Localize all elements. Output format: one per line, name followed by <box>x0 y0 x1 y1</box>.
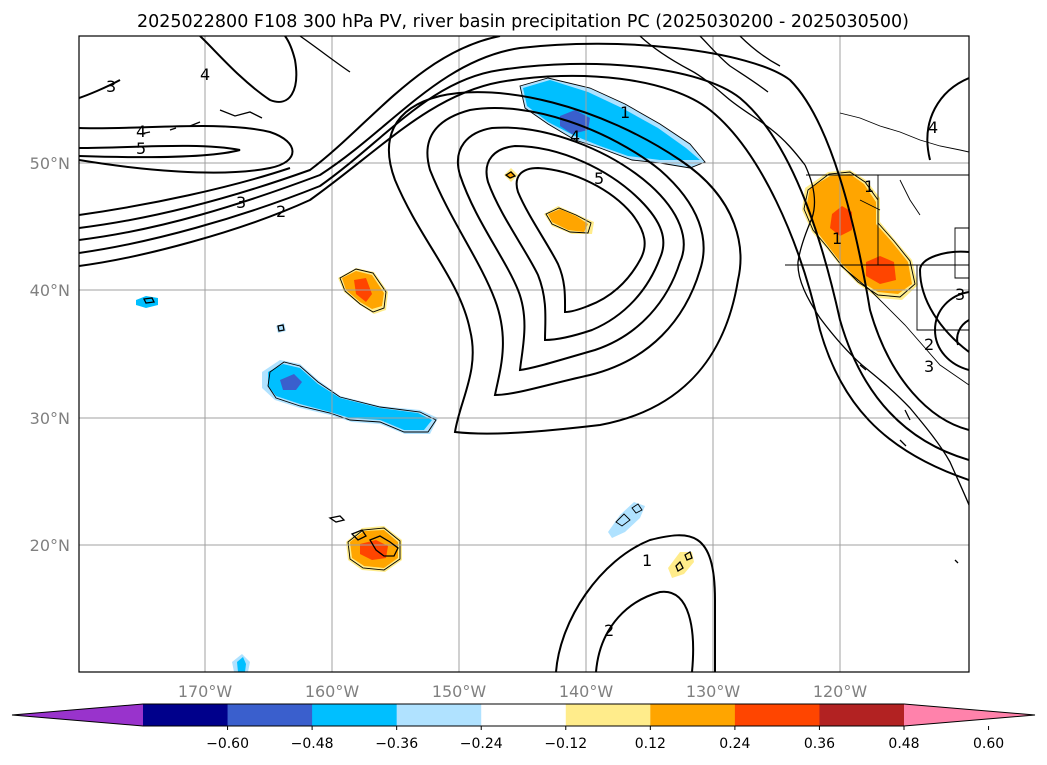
contour-label: 2 <box>924 335 934 354</box>
lat-tick-label: 50°N <box>30 154 70 173</box>
contour-label: 5 <box>594 169 604 188</box>
colorbar-tick-label: 0.48 <box>888 736 919 752</box>
colorbar-extend-low <box>12 704 143 726</box>
colorbar-segment <box>227 704 313 726</box>
colorbar: −0.60 −0.48 −0.36 −0.24 −0.12 0.12 0.24 0.36 0.4… <box>11 703 1036 752</box>
coastlines <box>139 36 969 572</box>
contour-label: 4 <box>928 118 938 137</box>
contour-label: 4 <box>570 127 580 146</box>
contour-label: 4 <box>136 122 146 141</box>
map-title: 2025022800 F108 300 hPa PV, river basin … <box>137 12 909 32</box>
contour-label: 3 <box>106 77 116 96</box>
colorbar-segment <box>312 704 398 726</box>
lon-tick-label: 140°W <box>559 682 614 701</box>
map-area: 3 4 4 5 3 2 1 4 5 1 1 2 1 2 3 4 3 <box>79 36 969 672</box>
colorbar-segment <box>650 704 736 726</box>
colorbar-tick-label: 0.24 <box>719 736 750 752</box>
lat-tick-label: 30°N <box>30 409 70 428</box>
colorbar-tick-label: 0.60 <box>973 736 1004 752</box>
pv-contours <box>79 36 969 672</box>
colorbar-tick-label: −0.48 <box>291 736 334 752</box>
contour-label: 1 <box>642 551 652 570</box>
gridlines <box>79 36 969 672</box>
contour-label: 2 <box>276 202 286 221</box>
colorbar-tick-label: −0.12 <box>544 736 587 752</box>
lon-tick-label: 120°W <box>813 682 868 701</box>
colorbar-segment <box>565 704 651 726</box>
latitude-labels: 50°N 40°N 30°N 20°N <box>30 154 70 555</box>
colorbar-extend-high <box>904 704 1035 726</box>
colorbar-segment <box>396 704 482 726</box>
contour-label: 5 <box>136 139 146 158</box>
contour-label: 1 <box>620 103 630 122</box>
contour-label: 3 <box>924 357 934 376</box>
lat-tick-label: 20°N <box>30 536 70 555</box>
map-frame <box>78 35 970 673</box>
lon-tick-label: 170°W <box>178 682 233 701</box>
contour-label: 3 <box>955 285 965 304</box>
contour-label: 1 <box>864 177 874 196</box>
longitude-labels: 170°W 160°W 150°W 140°W 130°W 120°W <box>178 682 868 701</box>
lat-tick-label: 40°N <box>30 281 70 300</box>
colorbar-tick-label: 0.12 <box>635 736 666 752</box>
contour-label: 2 <box>604 621 614 640</box>
colorbar-tick-label: −0.60 <box>206 736 249 752</box>
contour-label: 3 <box>236 193 246 212</box>
colorbar-segment <box>819 704 905 726</box>
contour-labels: 3 4 4 5 3 2 1 4 5 1 1 2 1 2 3 4 3 <box>106 65 965 640</box>
lon-tick-label: 160°W <box>305 682 360 701</box>
colorbar-tick-label: −0.36 <box>375 736 418 752</box>
lon-tick-label: 130°W <box>686 682 741 701</box>
colorbar-tick-label: −0.24 <box>460 736 503 752</box>
colorbar-tick-label: 0.36 <box>804 736 835 752</box>
colorbar-segment <box>734 704 820 726</box>
contour-label: 4 <box>200 65 210 84</box>
colorbar-segment <box>143 704 229 726</box>
lon-tick-label: 150°W <box>432 682 487 701</box>
contour-label: 1 <box>832 229 842 248</box>
colorbar-outline <box>11 703 1036 727</box>
anomaly-outlines <box>267 77 916 571</box>
colorbar-segment <box>481 704 567 726</box>
positive-anomaly-fills <box>338 168 918 578</box>
